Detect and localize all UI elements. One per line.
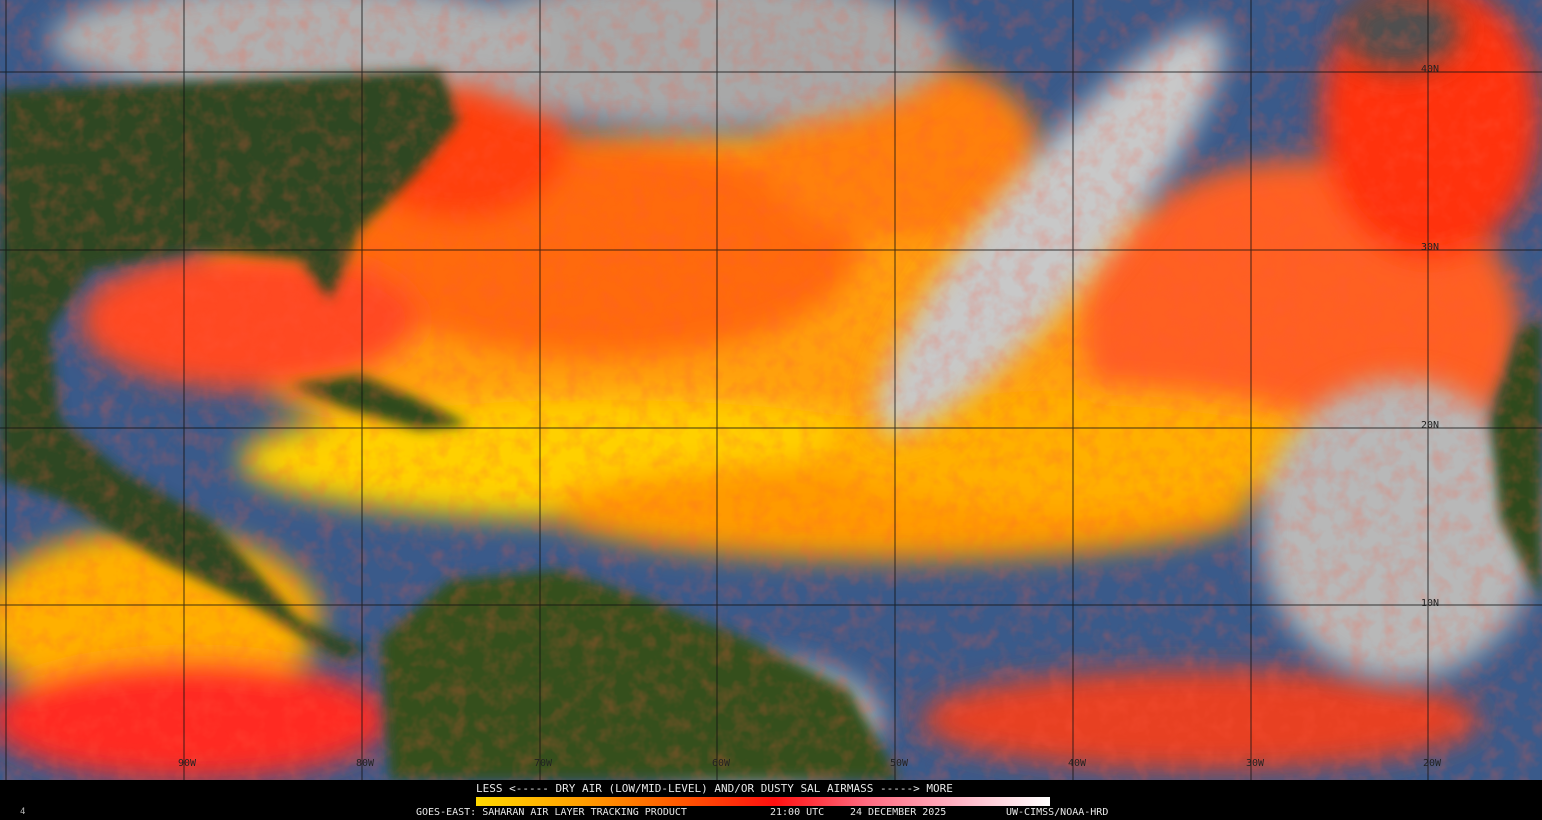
time-stamp: 21:00 UTC <box>770 807 825 818</box>
legend-scale-text: LESS <----- DRY AIR (LOW/MID-LEVEL) AND/… <box>476 782 953 795</box>
lon-label: 70W <box>534 758 553 769</box>
satellite-map <box>0 0 1542 780</box>
lat-label: 10N <box>1421 598 1440 609</box>
frame-number: 4 <box>20 807 26 817</box>
sal-texture <box>0 0 1542 780</box>
lon-label: 20W <box>1423 758 1442 769</box>
lat-label: 40N <box>1421 64 1440 75</box>
footer-bar: LESS <----- DRY AIR (LOW/MID-LEVEL) AND/… <box>0 780 1542 820</box>
date-stamp: 24 DECEMBER 2025 <box>850 807 947 818</box>
lon-label: 50W <box>890 758 909 769</box>
lon-label: 30W <box>1246 758 1265 769</box>
lon-label: 90W <box>178 758 197 769</box>
lon-label: 60W <box>712 758 731 769</box>
credit: UW-CIMSS/NOAA-HRD <box>1006 807 1109 818</box>
product-title: GOES-EAST: SAHARAN AIR LAYER TRACKING PR… <box>416 807 687 818</box>
lon-label: 80W <box>356 758 375 769</box>
lat-lon-grid <box>0 0 1542 780</box>
lon-label: 40W <box>1068 758 1087 769</box>
lat-label: 20N <box>1421 420 1440 431</box>
lat-label: 30N <box>1421 242 1440 253</box>
color-scale-bar <box>476 797 1050 806</box>
